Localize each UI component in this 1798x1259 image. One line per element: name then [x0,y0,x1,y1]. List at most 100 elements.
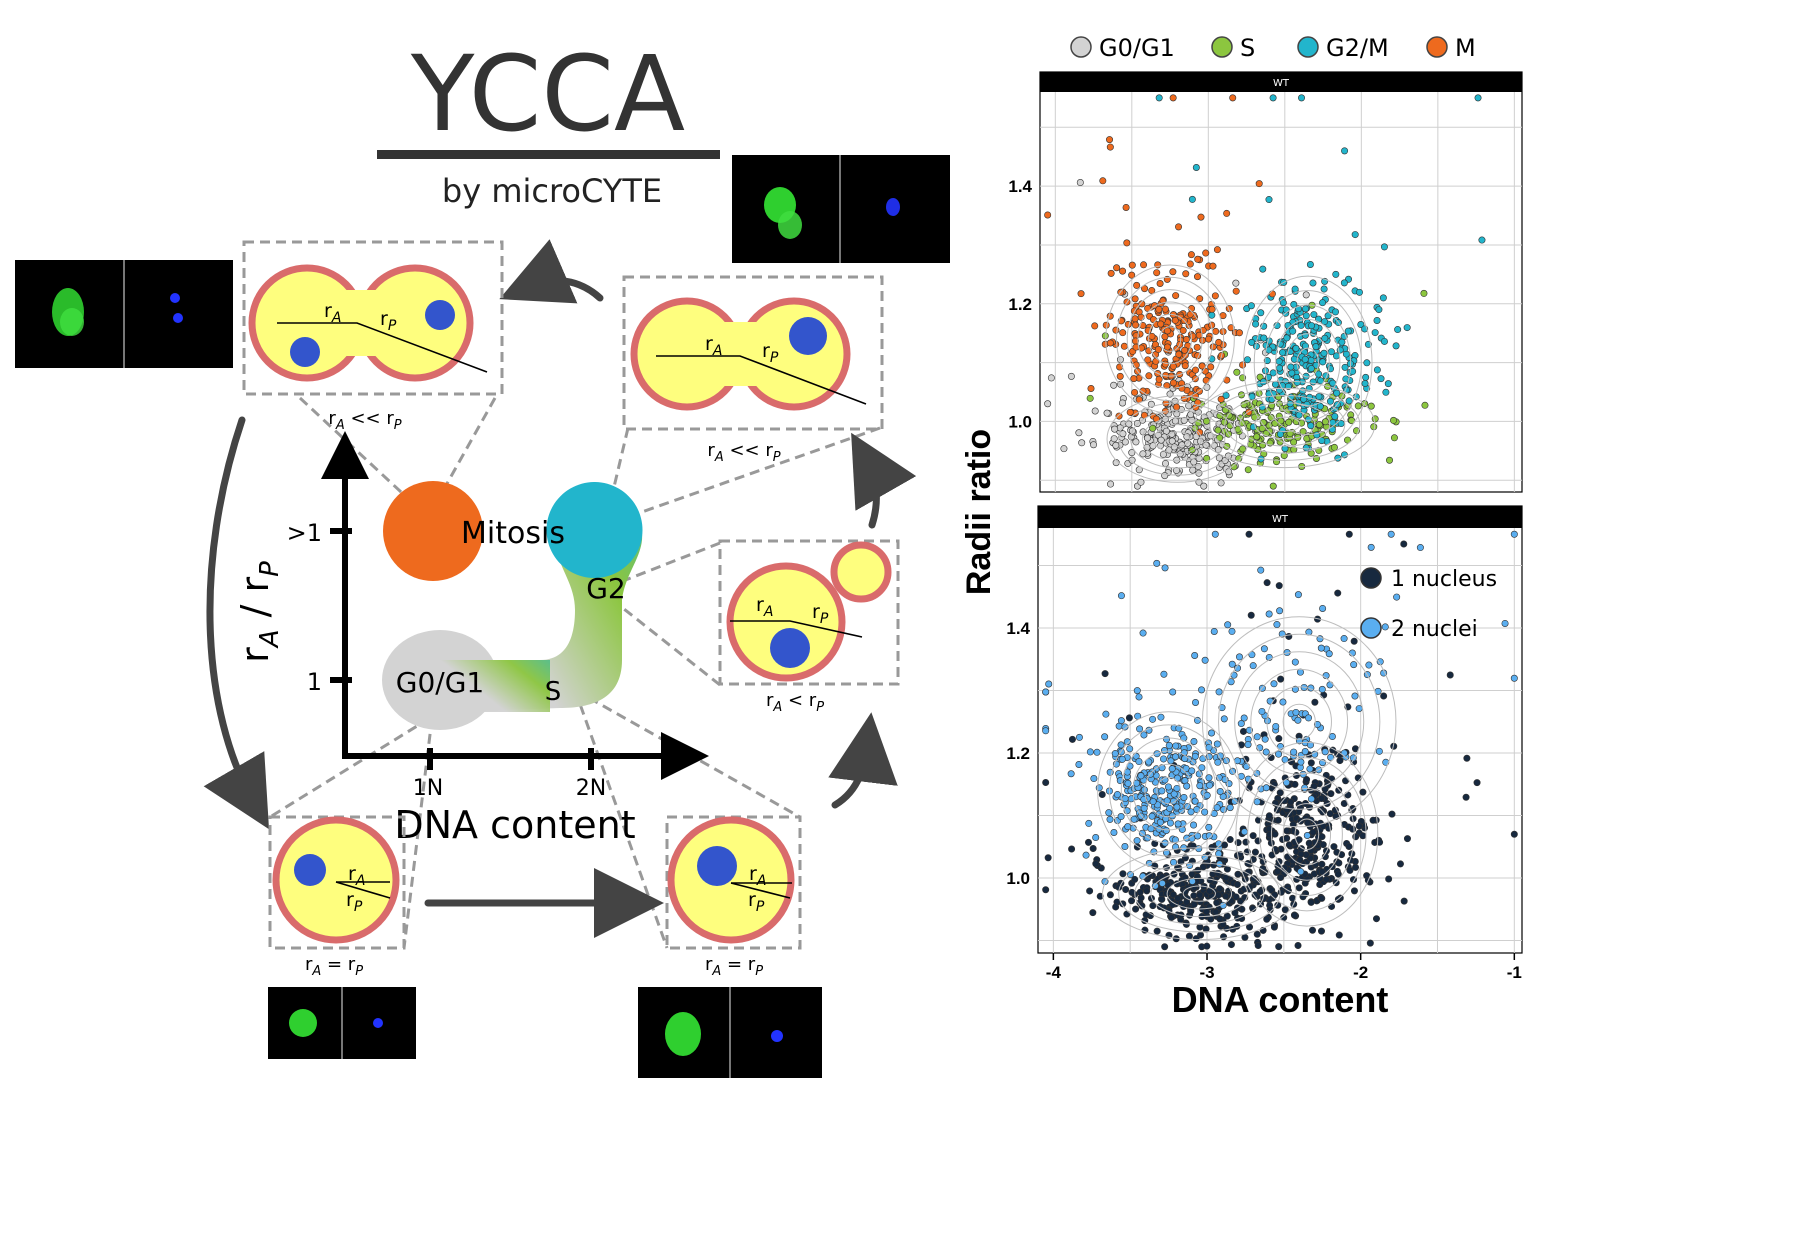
ra-label: rA [749,863,766,889]
data-point [1344,327,1352,335]
data-point [1143,887,1151,895]
data-point [1077,290,1085,298]
data-point [1293,378,1301,386]
data-point [1165,741,1173,749]
data-point [1253,433,1261,441]
data-point [1148,332,1156,340]
data-point [1143,434,1151,442]
data-point [1044,854,1052,862]
x-tick-label: -3 [1199,963,1214,982]
cell-neck [720,322,760,386]
data-point [1384,380,1392,388]
x-axis-label: DNA content [394,803,635,847]
data-point [1156,818,1164,826]
data-point [1234,870,1242,878]
contour [1235,741,1379,927]
data-point [1345,842,1353,850]
data-point [1302,444,1310,452]
data-point [1304,415,1312,423]
data-point [1169,94,1177,102]
data-point [1286,400,1294,408]
data-point [1292,344,1300,352]
data-point [1227,324,1235,332]
data-point [1240,714,1248,722]
data-point [1350,887,1358,895]
data-point [1403,324,1411,332]
legend-marker [1360,567,1382,589]
data-point [1154,345,1162,353]
data-point [1307,759,1315,767]
data-point [1162,826,1170,834]
data-point [1307,422,1315,430]
data-point [1047,374,1055,382]
data-point [1371,415,1379,423]
data-point [1416,544,1424,552]
data-point [1086,394,1094,402]
x-tick-label-2n: 2N [576,776,606,801]
data-point [1318,860,1326,868]
data-point [1240,828,1248,836]
data-point [1210,627,1218,635]
data-point [1381,623,1389,631]
data-point [1306,741,1314,749]
g0g1-bridge [440,660,550,712]
data-point [1349,367,1357,375]
data-point [1271,380,1279,388]
data-point [1297,868,1305,876]
data-point [1173,410,1181,418]
data-point [1328,733,1336,741]
data-point [1082,851,1090,859]
data-point [1235,653,1243,661]
data-point [1253,733,1261,741]
y-tick-label: 1.2 [1006,744,1030,763]
data-point [1321,418,1329,426]
data-point [1181,346,1189,354]
data-point [1190,900,1198,908]
data-point [1125,420,1133,428]
data-point [1209,343,1217,351]
data-point [1421,401,1429,409]
nucleus [290,337,320,367]
data-point [1220,715,1228,723]
data-point [1510,530,1518,538]
ra-label: rA [348,863,365,889]
y-axis-label-radii: Radii ratio [960,429,998,595]
data-point [1344,791,1352,799]
data-point [1155,305,1163,313]
data-point [1045,680,1053,688]
data-point [1192,935,1200,943]
data-point [1390,416,1398,424]
data-point [1160,747,1168,755]
data-point [1275,582,1283,590]
data-point [1252,320,1260,328]
data-point [1291,658,1299,666]
data-point [1119,329,1127,337]
data-point [1205,832,1213,840]
facet-strip [1040,72,1522,92]
legend-marker [1070,36,1092,58]
data-point [1256,373,1264,381]
data-point [1144,304,1152,312]
data-point [1161,564,1169,572]
data-point [1167,757,1175,765]
data-point [1173,774,1181,782]
data-point [1156,279,1164,287]
data-point [1086,748,1094,756]
data-point [1249,662,1257,670]
data-point [1230,463,1238,471]
data-point [1322,875,1330,883]
data-point [1354,402,1362,410]
legend-label: S [1240,34,1255,62]
data-point [1394,326,1402,334]
data-point [1149,424,1157,432]
data-point [1262,748,1270,756]
data-point [1157,320,1165,328]
data-point [1243,763,1251,771]
micrograph-bottom-right [638,987,822,1078]
data-point [1315,370,1323,378]
data-point [1155,94,1163,102]
data-point [1236,850,1244,858]
contour [1218,633,1381,810]
data-point [1320,285,1328,293]
